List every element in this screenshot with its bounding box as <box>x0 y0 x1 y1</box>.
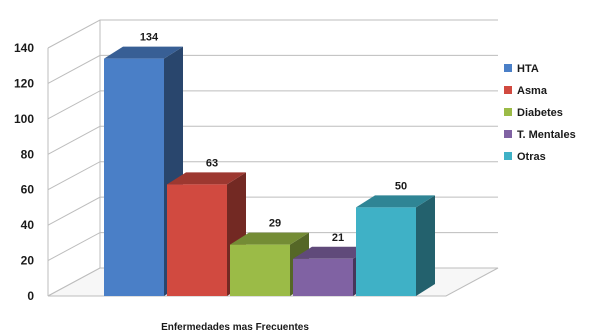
legend: HTA Asma Diabetes T. Mentales Otras <box>504 63 576 163</box>
bar-otras <box>356 195 435 296</box>
bar-front <box>356 207 416 296</box>
gridline <box>47 19 498 49</box>
legend-swatch <box>504 108 512 116</box>
y-tick-label: 100 <box>14 112 34 126</box>
data-label: 50 <box>395 180 407 192</box>
legend-swatch <box>504 152 512 160</box>
legend-label: Diabetes <box>517 107 563 119</box>
legend-swatch <box>504 130 512 138</box>
bar-top <box>230 232 309 245</box>
data-label: 21 <box>332 232 344 244</box>
bar-series <box>104 46 435 296</box>
bar-front <box>293 258 353 296</box>
y-tick-label: 40 <box>21 218 35 232</box>
bar-top <box>167 172 246 185</box>
y-tick-label: 140 <box>14 41 34 55</box>
legend-item: Otras <box>504 151 546 163</box>
bar-top <box>356 195 435 208</box>
y-tick-label: 0 <box>27 289 34 303</box>
legend-swatch <box>504 64 512 72</box>
legend-item: Asma <box>504 85 548 97</box>
data-label: 29 <box>269 218 281 230</box>
x-axis-label: Enfermedades mas Frecuentes <box>161 322 309 333</box>
y-tick-label: 80 <box>21 147 35 161</box>
y-tick-label: 60 <box>21 183 35 197</box>
y-axis-ticks: 0 20 40 60 80 100 120 140 <box>14 41 34 303</box>
bar-front <box>167 184 227 296</box>
data-labels: 134 63 29 21 50 <box>140 32 407 244</box>
legend-swatch <box>504 86 512 94</box>
bar-front <box>104 58 164 296</box>
data-label: 134 <box>140 32 159 44</box>
legend-label: Asma <box>517 85 548 97</box>
gridlines <box>47 19 498 297</box>
legend-label: T. Mentales <box>517 129 576 141</box>
data-label: 63 <box>206 157 218 169</box>
legend-item: HTA <box>504 63 539 75</box>
legend-item: T. Mentales <box>504 129 576 141</box>
bar-top <box>104 46 183 59</box>
bar-front <box>230 244 290 296</box>
y-tick-label: 120 <box>14 76 34 90</box>
legend-label: HTA <box>517 63 539 75</box>
bar-top <box>293 246 372 259</box>
legend-label: Otras <box>517 151 546 163</box>
y-tick-label: 20 <box>21 254 35 268</box>
bar-side <box>416 195 435 296</box>
legend-item: Diabetes <box>504 107 563 119</box>
